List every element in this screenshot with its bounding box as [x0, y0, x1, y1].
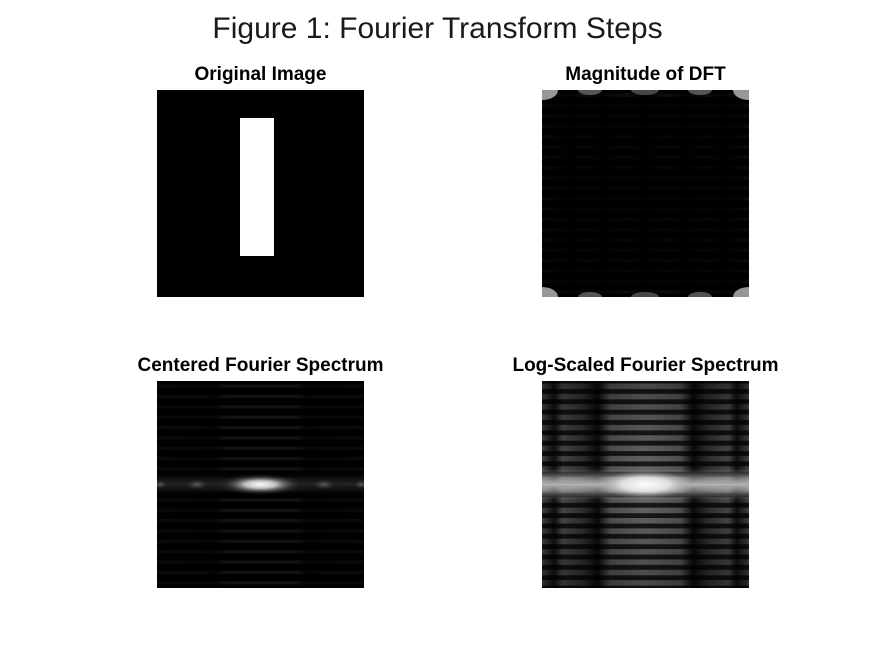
centered-side-peak-right [308, 477, 340, 492]
centered-edge-peak-right [351, 478, 364, 491]
edge-peak-top-2 [631, 90, 659, 95]
edge-peak-bottom-3 [688, 292, 712, 297]
magnitude-dft-image [542, 90, 749, 297]
centered-edge-peak-left [157, 478, 170, 491]
corner-peak-tr [733, 90, 749, 100]
original-image-canvas [157, 90, 364, 297]
centered-dc-peak [216, 473, 305, 496]
magnitude-dft-canvas [542, 90, 749, 297]
log-spectrum-image [542, 381, 749, 588]
edge-peak-top-3 [688, 90, 712, 95]
log-spectrum-title: Log-Scaled Fourier Spectrum [512, 355, 779, 376]
white-rectangle [240, 118, 274, 256]
log-dc-peak [597, 470, 694, 499]
corner-peak-tl [542, 90, 558, 100]
centered-spectrum-image [157, 381, 364, 588]
magnitude-dft-title: Magnitude of DFT [565, 64, 726, 85]
centered-spectrum-title: Centered Fourier Spectrum [137, 355, 384, 376]
centered-side-peak-left [181, 477, 213, 492]
corner-peak-br [733, 287, 749, 297]
centered-spectrum-canvas [157, 381, 364, 588]
edge-peak-bottom-2 [631, 292, 659, 297]
edge-peak-top-1 [578, 90, 602, 95]
log-spectrum-canvas [542, 381, 749, 588]
dft-row-shading [542, 90, 749, 297]
edge-peak-bottom-1 [578, 292, 602, 297]
original-image [157, 90, 364, 297]
corner-peak-bl [542, 287, 558, 297]
figure-title: Figure 1: Fourier Transform Steps [212, 12, 663, 45]
original-image-title: Original Image [194, 64, 327, 85]
